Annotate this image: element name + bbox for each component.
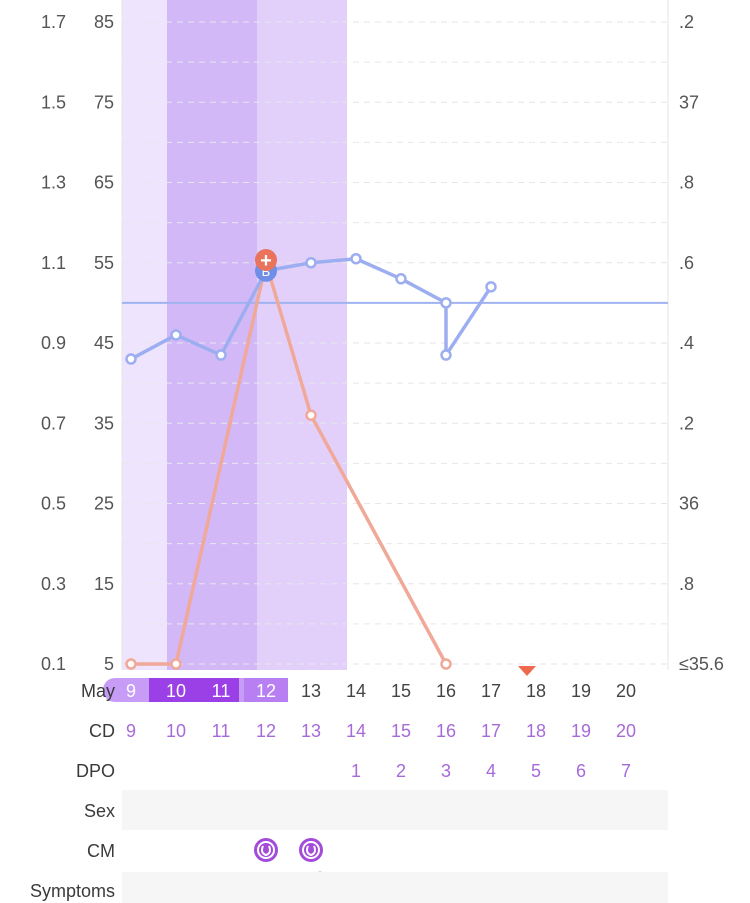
right-axis-tick: .6 — [679, 253, 694, 273]
left-axis-1-tick: 0.9 — [41, 333, 66, 353]
right-axis-tick: .2 — [679, 12, 694, 32]
fertile-band-mid — [257, 0, 347, 670]
left-axis-1-tick: 0.3 — [41, 574, 66, 594]
left-axis-2-tick: 25 — [94, 494, 114, 514]
x-axis-tick: 10 — [166, 681, 186, 701]
cd-row-label: CD — [89, 721, 115, 741]
fertile-band-dark — [167, 0, 257, 670]
cervical-mucus-icon-drop — [306, 845, 316, 857]
x-axis-tick: 16 — [436, 681, 456, 701]
left-axis-1-tick: 0.7 — [41, 413, 66, 433]
right-axis-tick: 36 — [679, 494, 699, 514]
temperature-series-line — [130, 256, 493, 361]
temperature-point — [440, 349, 452, 361]
left-axis-1-tick: 1.3 — [41, 173, 66, 193]
left-axis-1-tick: 1.5 — [41, 92, 66, 112]
highlight-pill-end — [244, 678, 288, 702]
symptoms-row-label: Symptoms — [29, 881, 115, 901]
cd-cell: 20 — [615, 721, 637, 741]
cervical-mucus-icon-ring — [257, 841, 275, 859]
left-axis-2-tick: 65 — [94, 173, 114, 193]
temperature-point — [350, 252, 362, 265]
right-axis-tick: .2 — [679, 413, 694, 433]
left-axis-1-tick: 0.5 — [41, 494, 66, 514]
highlight-pill-dark — [149, 678, 239, 702]
lh-point — [305, 409, 317, 421]
left-axis-1-tick: 1.7 — [41, 12, 66, 32]
temperature-point — [125, 353, 137, 365]
lh-point — [440, 658, 452, 670]
temperature-point — [170, 329, 182, 341]
cd-cell: 14 — [345, 721, 367, 741]
sex-row-background — [122, 790, 668, 830]
cd-cell: 9 — [125, 721, 136, 741]
temperature-point — [215, 349, 227, 361]
cervical-mucus-icon-drop — [261, 845, 271, 857]
dpo-cell: 5 — [530, 761, 541, 781]
period-flag-marker — [518, 666, 536, 676]
cd-cell: 19 — [570, 721, 592, 741]
x-axis-tick: 12 — [256, 681, 276, 701]
temperature-point — [440, 297, 452, 309]
cd-cell: 13 — [300, 721, 322, 741]
temperature-point — [305, 257, 317, 269]
lh-point — [125, 658, 137, 670]
dpo-cell: 4 — [485, 761, 496, 781]
cd-cell: 15 — [390, 721, 412, 741]
dpo-cell: 6 — [575, 761, 586, 781]
month-label: May — [80, 681, 115, 701]
dpo-cell: 3 — [440, 761, 451, 781]
cd-cell: 17 — [480, 721, 502, 741]
cd-cell: 18 — [525, 721, 547, 741]
right-axis-tick: .4 — [679, 333, 694, 353]
dpo-cell: 1 — [350, 761, 361, 781]
left-axis-1-tick: 1.1 — [41, 253, 66, 273]
bbt-marker-label: B — [262, 264, 271, 279]
x-axis-tick: 14 — [346, 681, 366, 701]
right-axis-tick: .8 — [679, 173, 694, 193]
left-axis-2-tick: 85 — [94, 12, 114, 32]
left-axis-2-tick: 55 — [94, 253, 114, 273]
x-axis-tick: 18 — [526, 681, 546, 701]
cm-row-label: CM — [87, 841, 115, 861]
dpo-row-label: DPO — [75, 761, 115, 781]
positive-test-label: + — [260, 250, 272, 272]
left-axis-2-tick: 75 — [94, 92, 114, 112]
symptoms-row-background — [122, 872, 668, 903]
right-axis-tick: 37 — [679, 92, 699, 112]
cd-cell: 10 — [165, 721, 187, 741]
x-axis-tick: 11 — [212, 681, 231, 701]
x-axis-tick: 20 — [616, 681, 636, 701]
x-axis-tick: 15 — [391, 681, 411, 701]
left-axis-1-tick: 0.1 — [41, 654, 66, 674]
cervical-mucus-icon-ring — [302, 841, 320, 859]
positive-test-marker — [255, 249, 277, 271]
cd-cell: 11 — [211, 721, 231, 741]
dpo-cell: 7 — [620, 761, 631, 781]
x-axis-tick: 19 — [571, 681, 591, 701]
left-axis-2-tick: 5 — [104, 654, 114, 674]
cd-cell: 12 — [255, 721, 277, 741]
lh-point — [170, 658, 182, 670]
cd-cell: 16 — [435, 721, 457, 741]
right-axis-tick: ≤35.6 — [679, 654, 724, 674]
temperature-point — [485, 281, 497, 293]
x-axis-tick: 9 — [126, 681, 136, 701]
temperature-point — [395, 273, 407, 285]
right-axis-tick: .8 — [679, 574, 694, 594]
sex-row-label: Sex — [83, 801, 115, 821]
x-axis-tick: 13 — [301, 681, 321, 701]
left-axis-2-tick: 35 — [94, 413, 114, 433]
x-axis-tick: 17 — [481, 681, 501, 701]
left-axis-2-tick: 15 — [94, 574, 114, 594]
left-axis-2-tick: 45 — [94, 333, 114, 353]
dpo-cell: 2 — [395, 761, 406, 781]
